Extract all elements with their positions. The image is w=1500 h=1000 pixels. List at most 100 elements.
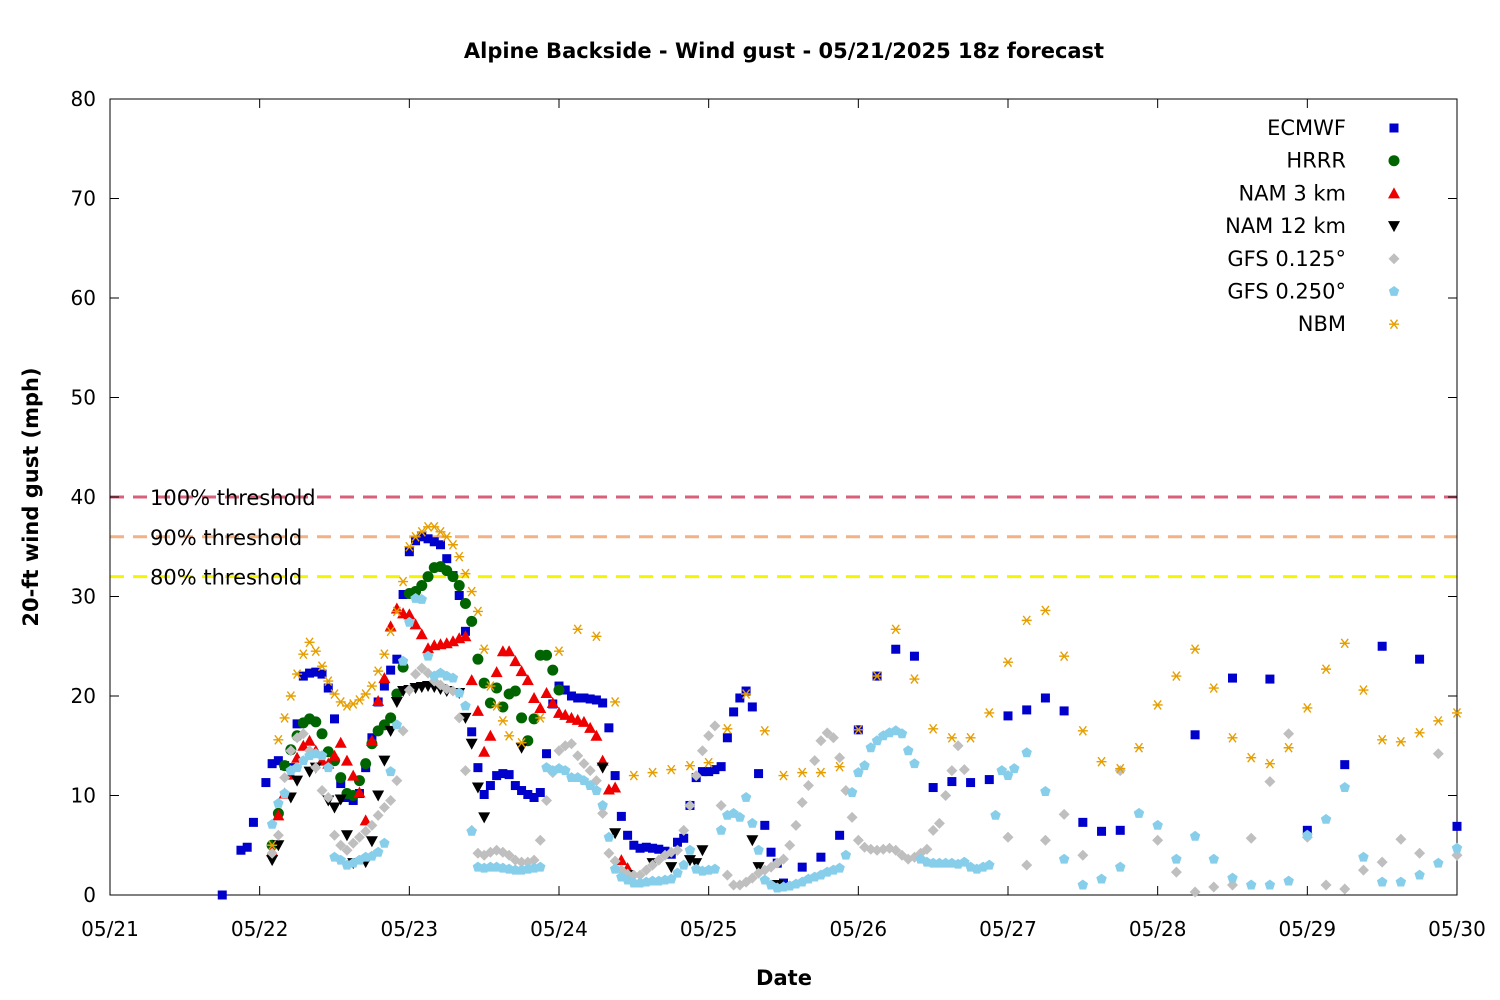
x-tick-label: 05/25 <box>680 917 738 941</box>
data-point <box>454 591 464 601</box>
data-point <box>1022 705 1032 715</box>
data-point <box>285 691 296 701</box>
data-point <box>560 685 570 695</box>
data-point <box>928 783 938 793</box>
data-point <box>292 719 302 729</box>
data-point <box>410 668 422 680</box>
data-point <box>1058 808 1070 820</box>
y-tick-label: 60 <box>71 286 96 310</box>
data-point <box>741 689 752 699</box>
data-point <box>336 779 346 789</box>
data-point <box>1189 830 1201 841</box>
legend-marker-5 <box>1388 286 1400 296</box>
data-point <box>703 757 714 768</box>
axes: 0 10 20 30 40 50 60 70 80 05/21 05/22 05/23 05/24 05/… <box>71 87 1486 941</box>
data-point <box>335 839 347 851</box>
data-point <box>1339 883 1351 895</box>
series-6 <box>267 521 1462 851</box>
data-point <box>834 752 846 764</box>
data-point <box>335 772 347 784</box>
data-point <box>735 693 745 703</box>
data-point <box>597 800 608 810</box>
data-point <box>572 750 584 762</box>
data-point <box>323 683 333 693</box>
data-point <box>1021 747 1032 758</box>
data-point <box>497 715 508 726</box>
data-point <box>353 786 366 798</box>
data-point <box>1395 736 1406 747</box>
data-point <box>379 681 389 691</box>
data-point <box>672 867 683 878</box>
data-point <box>535 788 545 798</box>
data-point <box>360 689 371 699</box>
data-point <box>1320 879 1332 891</box>
data-point <box>1009 763 1020 774</box>
data-point <box>236 845 246 855</box>
data-point <box>585 694 595 704</box>
data-point <box>542 749 552 759</box>
data-point <box>353 831 365 843</box>
data-point <box>578 775 590 785</box>
data-point <box>834 761 845 772</box>
data-point <box>372 694 385 706</box>
data-point <box>516 712 528 724</box>
data-point <box>952 740 964 752</box>
data-point <box>359 814 372 826</box>
data-point <box>504 770 514 780</box>
data-point <box>909 758 920 769</box>
data-point <box>279 772 291 784</box>
data-point <box>1264 776 1276 788</box>
data-point <box>1152 700 1163 710</box>
data-point <box>946 732 957 743</box>
data-point <box>846 811 858 823</box>
data-point <box>323 762 334 773</box>
data-point <box>959 856 970 867</box>
data-point <box>740 792 752 802</box>
x-tick-label: 05/27 <box>979 917 1037 941</box>
data-point <box>1283 742 1294 753</box>
data-point <box>591 695 601 705</box>
data-point <box>365 734 378 746</box>
threshold-label-2: 80% threshold <box>150 566 302 590</box>
data-point <box>584 721 597 733</box>
data-point <box>696 745 708 757</box>
data-point <box>334 736 347 748</box>
data-point <box>709 720 721 732</box>
data-point <box>385 794 397 806</box>
data-point <box>1077 879 1089 890</box>
data-point <box>372 790 385 802</box>
legend-marker-0 <box>1389 123 1399 133</box>
data-point <box>1414 847 1426 859</box>
data-point <box>317 661 328 672</box>
data-point <box>584 765 596 777</box>
legend-label-3: NAM 12 km <box>1225 214 1346 238</box>
data-point <box>603 831 615 842</box>
data-point <box>1321 664 1332 675</box>
data-point <box>447 672 459 683</box>
data-point <box>1040 693 1050 703</box>
x-tick-label: 05/23 <box>381 917 439 941</box>
data-point <box>1246 752 1257 763</box>
data-point <box>410 531 421 542</box>
data-point <box>316 750 328 761</box>
data-point <box>1115 825 1125 835</box>
data-point <box>648 843 658 853</box>
data-point <box>460 700 471 711</box>
data-point <box>1283 728 1295 740</box>
data-point <box>591 785 602 795</box>
x-tick-label: 05/22 <box>231 917 289 941</box>
data-point <box>815 767 826 778</box>
data-point <box>996 765 1007 776</box>
data-point <box>248 817 258 827</box>
data-point <box>1432 748 1444 760</box>
data-point <box>403 608 416 620</box>
data-point <box>715 824 727 835</box>
data-point <box>341 701 352 711</box>
data-point <box>1376 876 1388 887</box>
data-point <box>1002 770 1014 780</box>
data-point <box>291 762 303 773</box>
data-point <box>328 802 341 814</box>
data-point <box>984 775 994 785</box>
data-point <box>640 864 652 876</box>
data-point <box>741 686 751 696</box>
